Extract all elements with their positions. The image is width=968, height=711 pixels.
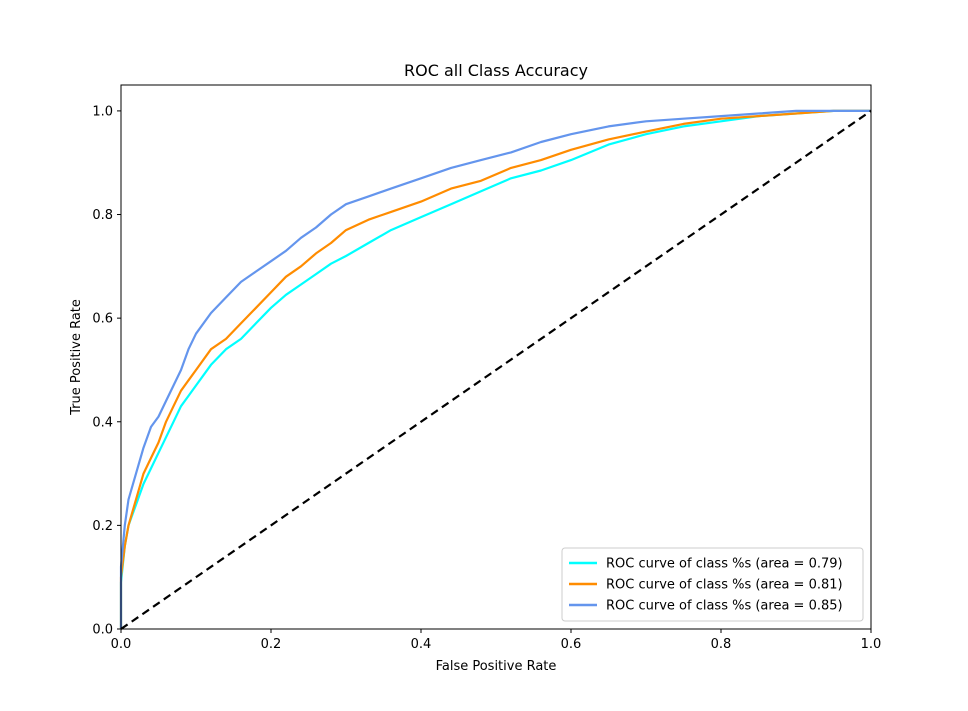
x-tick-label: 0.2 xyxy=(261,637,282,652)
x-tick-label: 0.8 xyxy=(711,637,732,652)
series-line-3 xyxy=(119,109,871,629)
y-tick-label: 0.0 xyxy=(92,623,113,638)
axes-frame xyxy=(120,84,872,630)
y-tick-label: 1.0 xyxy=(92,104,113,119)
chart-title: ROC all Class Accuracy xyxy=(404,61,588,80)
x-tick-label: 1.0 xyxy=(861,637,882,652)
chance-diagonal-line xyxy=(120,109,872,630)
series-line-1 xyxy=(119,109,871,629)
x-axis-label: False Positive Rate xyxy=(436,659,557,674)
y-tick-label: 0.6 xyxy=(92,312,113,327)
y-axis-label: True Positive Rate xyxy=(69,299,84,416)
y-tick-label: 0.4 xyxy=(92,415,113,430)
x-tick-label: 0.4 xyxy=(411,637,432,652)
legend-label-1: ROC curve of class %s (area = 0.79) xyxy=(606,557,843,572)
x-tick-label: 0.0 xyxy=(111,637,132,652)
legend: ROC curve of class %s (area = 0.79) ROC c… xyxy=(561,547,864,622)
legend-label-2: ROC curve of class %s (area = 0.81) xyxy=(606,578,843,593)
y-tick-label: 0.8 xyxy=(92,208,113,223)
series-line-2 xyxy=(119,109,871,629)
y-tick-label: 0.2 xyxy=(92,519,113,534)
x-tick-label: 0.6 xyxy=(561,637,582,652)
plot-area: 0.0 0.2 0.4 0.6 0.8 1.0 0.0 0.2 0.4 0.6 0.8 1.0 xyxy=(92,84,882,652)
legend-label-3: ROC curve of class %s (area = 0.85) xyxy=(606,599,843,614)
legend-box xyxy=(561,547,864,622)
